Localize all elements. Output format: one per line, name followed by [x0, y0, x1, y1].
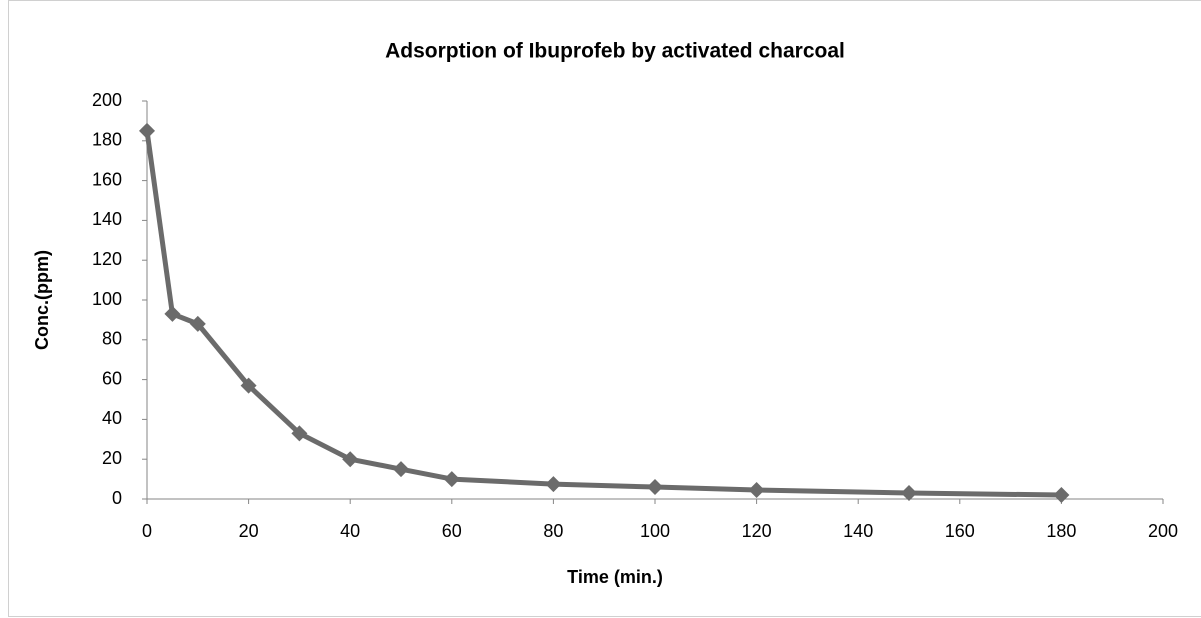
- x-tick-label: 140: [843, 521, 873, 541]
- x-tick-label: 40: [340, 521, 360, 541]
- marker: [748, 482, 765, 499]
- x-tick-label: 0: [142, 521, 152, 541]
- y-axis-title: Conc.(ppm): [32, 250, 52, 350]
- x-tick-label: 100: [640, 521, 670, 541]
- x-tick-label: 80: [543, 521, 563, 541]
- chart-border: [8, 0, 1201, 617]
- y-tick-label: 140: [92, 209, 122, 229]
- x-axis-title: Time (min.): [567, 567, 663, 587]
- y-tick-label: 60: [102, 368, 122, 388]
- marker: [164, 305, 181, 322]
- y-tick-label: 180: [92, 130, 122, 150]
- marker: [393, 461, 409, 478]
- x-tick-label: 200: [1148, 521, 1178, 541]
- x-tick-label: 160: [945, 521, 975, 541]
- marker: [443, 471, 460, 488]
- marker: [901, 485, 917, 502]
- y-tick-label: 120: [92, 249, 122, 269]
- y-tick-label: 20: [102, 448, 122, 468]
- marker: [139, 122, 155, 139]
- y-tick-label: 200: [92, 90, 122, 110]
- marker: [240, 377, 257, 394]
- marker: [189, 315, 206, 332]
- y-tick-label: 100: [92, 289, 122, 309]
- marker: [1053, 487, 1070, 504]
- marker: [647, 479, 663, 496]
- marker: [342, 451, 359, 468]
- chart-title: Adsorption of Ibuprofeb by activated cha…: [385, 40, 845, 63]
- x-tick-label: 20: [239, 521, 259, 541]
- y-tick-label: 40: [102, 408, 122, 428]
- x-tick-label: 60: [442, 521, 462, 541]
- y-tick-label: 80: [102, 329, 122, 349]
- series-line: [144, 130, 1062, 498]
- y-tick-label: 160: [92, 169, 122, 189]
- marker: [545, 476, 562, 493]
- x-tick-label: 180: [1046, 521, 1076, 541]
- marker: [291, 425, 308, 442]
- y-tick-label: 0: [112, 488, 122, 508]
- x-tick-label: 120: [742, 521, 772, 541]
